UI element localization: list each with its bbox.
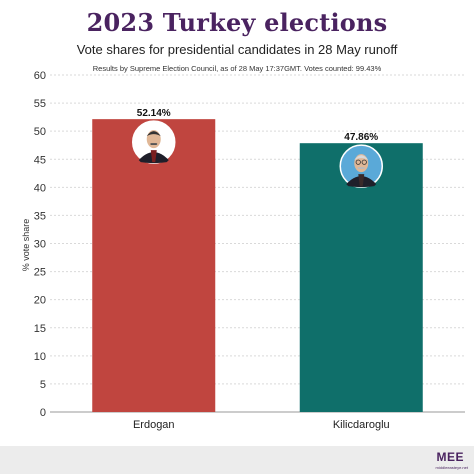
y-tick-label: 35 xyxy=(34,210,46,222)
footer-bar: MEE middleeasteye.net xyxy=(0,446,474,474)
y-tick-label: 5 xyxy=(40,379,46,391)
bar-chart: 0 5 10 15 20 25 30 35 40 45 50 55 60 % vote share 52.1… xyxy=(21,70,465,431)
source-note: Results by Supreme Election Council, as … xyxy=(92,64,382,73)
y-tick-label: 45 xyxy=(34,154,46,166)
x-tick-label: Erdogan xyxy=(133,419,175,431)
y-tick-label: 10 xyxy=(34,351,46,363)
value-label: 52.14% xyxy=(137,108,171,119)
bar-erdogan xyxy=(92,119,216,412)
kilicdaroglu-portrait-icon xyxy=(339,144,383,188)
y-tick-label: 30 xyxy=(34,239,46,251)
y-tick-label: 55 xyxy=(34,98,46,110)
y-tick-label: 20 xyxy=(34,295,46,307)
y-axis-label: % vote share xyxy=(21,219,31,272)
y-tick-label: 40 xyxy=(34,182,46,194)
value-label: 47.86% xyxy=(344,132,378,143)
y-tick-label: 15 xyxy=(34,323,46,335)
y-tick-label: 50 xyxy=(34,126,46,138)
erdogan-portrait-icon xyxy=(132,120,176,164)
y-tick-label: 25 xyxy=(34,267,46,279)
chart-title: 2023 Turkey elections xyxy=(86,8,388,37)
y-tick-label: 0 xyxy=(40,407,46,419)
x-tick-label: Kilicdaroglu xyxy=(333,419,390,431)
mee-logo-subtext: middleeasteye.net xyxy=(435,465,468,470)
mee-logo: MEE xyxy=(436,450,464,464)
chart-subtitle: Vote shares for presidential candidates … xyxy=(76,42,398,57)
y-tick-label: 60 xyxy=(34,70,46,82)
bar-kilicdaroglu xyxy=(299,143,423,412)
